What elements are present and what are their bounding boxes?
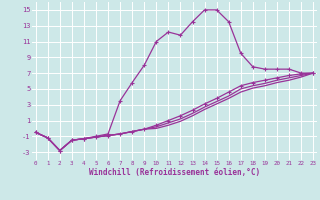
X-axis label: Windchill (Refroidissement éolien,°C): Windchill (Refroidissement éolien,°C) <box>89 168 260 177</box>
